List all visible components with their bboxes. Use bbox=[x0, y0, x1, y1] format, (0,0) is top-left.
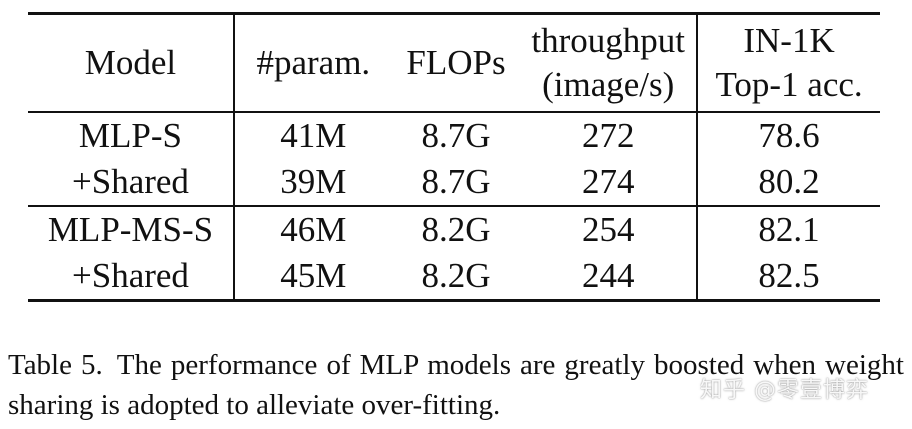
table-caption: Table 5. The performance of MLP models ar… bbox=[8, 345, 904, 425]
table-header-row: Model #param. FLOPs throughput (image/s)… bbox=[28, 13, 880, 113]
cell-model: +Shared bbox=[28, 253, 235, 301]
header-model-text: Model bbox=[84, 43, 177, 82]
header-params: #param. bbox=[234, 14, 392, 113]
cell-throughput: 254 bbox=[520, 206, 699, 253]
cell-throughput: 244 bbox=[520, 253, 699, 301]
header-throughput-line1: throughput bbox=[531, 21, 685, 60]
cell-accuracy: 78.6 bbox=[758, 116, 820, 155]
cell-model: +Shared bbox=[28, 159, 235, 206]
header-flops-text: FLOPs bbox=[406, 43, 506, 82]
header-flops: FLOPs bbox=[392, 14, 521, 113]
cell-model: MLP-S bbox=[28, 112, 235, 159]
header-throughput: throughput (image/s) bbox=[520, 13, 699, 112]
caption-label: Table 5. bbox=[8, 349, 103, 381]
header-accuracy: IN-1K Top-1 acc. bbox=[697, 14, 880, 113]
table-row: +Shared 39M 8.7G 274 80.2 bbox=[28, 159, 880, 206]
header-accuracy-line1: IN-1K bbox=[743, 21, 835, 60]
watermark: 知乎 @零壹博弈 bbox=[700, 378, 869, 403]
results-table-container: Model #param. FLOPs throughput (image/s)… bbox=[28, 12, 880, 302]
cell-flops: 8.7G bbox=[421, 116, 491, 155]
cell-params: 45M bbox=[280, 256, 347, 295]
table-row: MLP-S 41M 8.7G 272 78.6 bbox=[28, 112, 880, 159]
cell-throughput: 272 bbox=[520, 112, 699, 159]
cell-params: 46M bbox=[280, 210, 347, 249]
header-model: Model bbox=[28, 13, 235, 112]
cell-params: 41M bbox=[280, 116, 347, 155]
header-accuracy-line2: Top-1 acc. bbox=[715, 65, 863, 104]
cell-flops: 8.2G bbox=[421, 210, 491, 249]
table-row: +Shared 45M 8.2G 244 82.5 bbox=[28, 253, 880, 301]
header-throughput-line2: (image/s) bbox=[542, 65, 675, 104]
cell-flops: 8.7G bbox=[421, 162, 491, 201]
header-params-text: #param. bbox=[256, 43, 371, 82]
cell-flops: 8.2G bbox=[421, 256, 491, 295]
cell-accuracy: 80.2 bbox=[758, 162, 820, 201]
caption-text: The performance of MLP models are greatl… bbox=[8, 349, 904, 421]
cell-throughput: 274 bbox=[520, 159, 699, 206]
cell-model: MLP-MS-S bbox=[28, 206, 235, 253]
cell-params: 39M bbox=[280, 162, 347, 201]
results-table: Model #param. FLOPs throughput (image/s)… bbox=[28, 12, 880, 302]
table-row: MLP-MS-S 46M 8.2G 254 82.1 bbox=[28, 206, 880, 253]
cell-accuracy: 82.1 bbox=[758, 210, 820, 249]
cell-accuracy: 82.5 bbox=[758, 256, 820, 295]
